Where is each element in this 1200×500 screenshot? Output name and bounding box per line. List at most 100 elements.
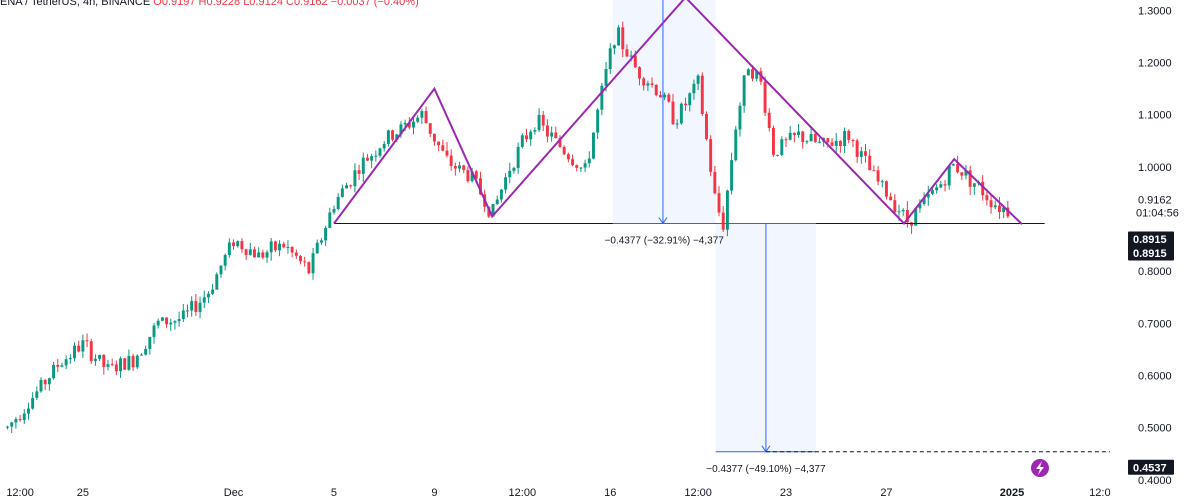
candle-body xyxy=(504,177,508,190)
candle-body xyxy=(223,255,227,266)
candle-body xyxy=(533,130,537,132)
candle-body xyxy=(751,69,754,79)
candle-body xyxy=(269,241,273,253)
candle-body xyxy=(805,141,809,143)
candle-body xyxy=(437,141,441,146)
candle-body xyxy=(558,137,562,147)
candle-body xyxy=(830,142,834,146)
candle-body xyxy=(1002,207,1006,213)
candle-body xyxy=(432,133,436,142)
candle-body xyxy=(725,190,729,230)
go-to-realtime-button[interactable] xyxy=(1031,459,1049,477)
candle-body xyxy=(123,358,127,370)
candle-body xyxy=(173,321,177,323)
candle-body xyxy=(370,156,374,161)
price-axis[interactable]: 1.3000 1.2000 1.1000 1.0000 0.8000 0.7000 0.60… xyxy=(1128,5,1179,487)
candle-body xyxy=(545,125,549,137)
candle-body xyxy=(441,145,445,151)
time-tick-label: 27 xyxy=(880,487,892,499)
candle-body xyxy=(332,209,336,213)
candle-body xyxy=(198,302,202,312)
candle-body xyxy=(972,183,976,187)
candle-body xyxy=(382,143,386,149)
candle-body xyxy=(579,167,583,169)
candle-body xyxy=(240,241,244,250)
candle-body xyxy=(232,242,236,247)
candle-body xyxy=(688,93,692,106)
candle-body xyxy=(642,78,646,86)
candle-body xyxy=(307,262,311,274)
candle-body xyxy=(797,131,801,135)
candle-body xyxy=(868,155,872,171)
candle-body xyxy=(165,317,169,325)
candle-body xyxy=(466,170,470,182)
candle-body xyxy=(236,241,240,247)
price-tick-label: 0.5000 xyxy=(1138,423,1172,435)
candle-body xyxy=(357,170,361,174)
candle-body xyxy=(470,171,474,182)
candle-body xyxy=(445,150,449,156)
candle-body xyxy=(324,227,328,241)
lightning-icon xyxy=(1036,461,1044,475)
price-marker-box xyxy=(1128,245,1174,261)
candle-body xyxy=(102,354,106,367)
ohlc-high: H0.9228 xyxy=(198,0,241,8)
time-tick-label: 5 xyxy=(331,487,337,499)
candle-body xyxy=(349,185,353,187)
candle-body xyxy=(788,132,792,140)
candle-body xyxy=(847,130,851,141)
candle-body xyxy=(110,364,114,366)
measurement-shades xyxy=(612,0,817,452)
candle-body xyxy=(64,359,68,366)
candle-body xyxy=(709,139,713,172)
candle-body xyxy=(257,252,261,258)
candle-body xyxy=(273,241,277,251)
candle-body xyxy=(474,171,478,179)
candle-body xyxy=(219,265,223,275)
candle-body xyxy=(315,242,319,254)
candle-body xyxy=(792,132,796,135)
candle-body xyxy=(767,112,771,129)
candle-body xyxy=(194,301,198,312)
candle-body xyxy=(550,132,554,137)
candle-body xyxy=(424,111,428,124)
candle-body xyxy=(290,247,294,253)
candle-body xyxy=(328,212,332,228)
candle-body xyxy=(420,111,424,118)
price-tick-label: 1.1000 xyxy=(1138,110,1172,122)
price-tick-label: 0.6000 xyxy=(1138,370,1172,382)
symbol-title[interactable]: ENA / TetherUS, 4h, BINANCE xyxy=(0,0,151,8)
candle-body xyxy=(106,364,110,367)
candle-body xyxy=(771,128,775,155)
candle-body xyxy=(412,121,415,128)
candle-body xyxy=(98,354,102,359)
candle-body xyxy=(399,124,403,135)
candle-body xyxy=(378,148,382,156)
candle-body xyxy=(981,181,985,196)
candle-body xyxy=(763,81,767,113)
candlestick-series xyxy=(6,21,1010,434)
candle-body xyxy=(416,117,420,122)
candle-body xyxy=(374,155,378,157)
candle-body xyxy=(529,131,533,140)
candle-body xyxy=(512,167,516,171)
time-axis[interactable]: 12:00 25 Dec 5 9 12:00 16 12:00 23 27 2025 12:0 xyxy=(6,487,1110,499)
candle-body xyxy=(700,75,704,114)
candle-body xyxy=(931,190,934,194)
candle-body xyxy=(366,157,369,161)
candle-body xyxy=(508,170,512,178)
time-tick-label: 12:00 xyxy=(509,487,537,499)
candle-body xyxy=(583,163,587,168)
candle-body xyxy=(985,195,989,201)
time-tick-label: 12:00 xyxy=(684,487,712,499)
measurement-area-1 xyxy=(612,0,716,224)
candle-body xyxy=(675,123,679,125)
price-tick-label: 1.2000 xyxy=(1138,58,1172,70)
candle-body xyxy=(261,252,265,258)
candle-body xyxy=(248,249,252,255)
candle-body xyxy=(386,130,390,144)
price-marker-box xyxy=(1128,459,1174,475)
candle-body xyxy=(227,242,231,256)
candle-body xyxy=(943,184,947,186)
